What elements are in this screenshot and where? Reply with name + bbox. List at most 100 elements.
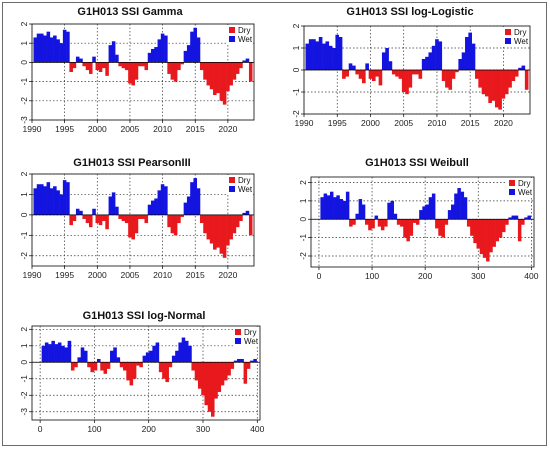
- dry-bar: [105, 214, 109, 230]
- wet-bar: [524, 217, 528, 220]
- wet-bar: [51, 340, 55, 363]
- wet-bar: [338, 37, 343, 70]
- x-tick-label: 2005: [120, 124, 139, 134]
- dry-bar: [398, 70, 403, 79]
- wet-bar: [66, 182, 70, 215]
- dry-bar: [90, 362, 95, 373]
- dry-bar: [451, 70, 456, 79]
- wet-bar: [152, 345, 156, 363]
- y-tick-label: -3: [19, 116, 29, 124]
- legend-wet-swatch: [229, 36, 235, 42]
- dry-bar: [95, 62, 100, 71]
- wet-bar: [145, 352, 150, 363]
- legend-dry-swatch: [229, 27, 235, 33]
- dry-bar: [168, 362, 173, 368]
- dry-bar: [203, 62, 207, 80]
- dry-bar: [191, 362, 196, 371]
- wet-bar: [151, 200, 155, 215]
- dry-bar: [126, 362, 130, 381]
- wet-bar: [160, 184, 165, 215]
- wet-bar: [59, 43, 64, 63]
- dry-bar: [180, 62, 184, 65]
- dry-bar: [144, 214, 149, 224]
- dry-bar: [352, 219, 356, 225]
- wet-bar: [186, 45, 191, 63]
- wet-bar: [352, 65, 356, 70]
- dry-bar: [377, 219, 382, 227]
- wet-bar: [108, 196, 113, 215]
- dry-bar: [132, 362, 137, 379]
- y-tick-label: 2: [291, 23, 301, 28]
- y-tick-label: 1: [19, 343, 29, 348]
- dry-bar: [226, 214, 230, 246]
- wet-bar: [33, 188, 38, 215]
- wet-bar: [184, 340, 189, 363]
- dry-bar: [505, 219, 509, 225]
- dry-bar: [118, 214, 122, 219]
- dry-bar: [162, 362, 166, 379]
- dry-bar: [210, 362, 215, 417]
- wet-bar: [178, 342, 182, 363]
- dry-bar: [226, 62, 230, 92]
- wet-bar: [154, 198, 158, 215]
- dry-bar: [406, 219, 410, 242]
- y-tick-label: 0: [19, 360, 29, 365]
- dry-bar: [177, 214, 181, 224]
- wet-bar: [157, 190, 162, 215]
- y-tick-label: 1: [291, 45, 301, 50]
- wet-bar: [49, 37, 54, 63]
- dry-bar: [368, 70, 373, 79]
- wet-bar: [80, 347, 85, 363]
- dry-bar: [214, 362, 218, 399]
- dry-bar: [444, 219, 449, 225]
- wet-bar: [381, 52, 386, 70]
- dry-bar: [180, 214, 184, 217]
- x-tick-label: 0: [38, 424, 43, 434]
- wet-bar: [425, 204, 430, 220]
- dry-bar: [441, 219, 445, 238]
- x-tick-label: 2000: [361, 118, 380, 128]
- legend-dry-swatch: [229, 177, 235, 183]
- wet-bar: [115, 54, 119, 63]
- wet-bar: [183, 202, 188, 215]
- wet-bar: [147, 204, 152, 215]
- dry-bar: [124, 62, 129, 71]
- dry-bar: [124, 214, 129, 224]
- dry-bar: [435, 219, 439, 229]
- dry-bar: [136, 362, 140, 366]
- dry-bar: [517, 219, 522, 242]
- dry-bar: [415, 219, 420, 225]
- wet-bar: [438, 41, 443, 70]
- wet-bar: [393, 213, 398, 220]
- dry-bar: [355, 70, 359, 75]
- wet-bar: [62, 180, 67, 215]
- legend-dry-label: Dry: [238, 26, 250, 35]
- wet-bar: [428, 197, 433, 220]
- wet-bar: [115, 206, 119, 215]
- x-tick-label: 1995: [328, 118, 347, 128]
- dry-bar: [342, 70, 346, 79]
- wet-bar: [33, 37, 38, 63]
- y-tick-label: 2: [19, 327, 29, 332]
- dry-bar: [230, 362, 235, 369]
- y-tick-label: -1: [19, 375, 29, 383]
- wet-bar: [320, 197, 324, 220]
- x-tick-label: 2005: [120, 270, 139, 280]
- y-tick-label: 1: [19, 41, 29, 46]
- dry-bar: [220, 362, 225, 386]
- wet-bar: [468, 32, 472, 70]
- wet-bar: [308, 39, 313, 70]
- wet-bar: [61, 345, 65, 363]
- wet-bar: [421, 59, 426, 70]
- y-tick-label: -1: [19, 231, 29, 239]
- dry-bar: [478, 70, 482, 88]
- wet-bar: [518, 67, 522, 70]
- wet-bar: [428, 52, 433, 70]
- wet-bar: [57, 342, 62, 363]
- wet-bar: [36, 33, 41, 63]
- dry-bar: [204, 362, 209, 406]
- x-tick-label: 1990: [23, 124, 42, 134]
- dry-bar: [489, 219, 493, 253]
- dry-bar: [365, 219, 369, 225]
- wet-bar: [41, 345, 46, 363]
